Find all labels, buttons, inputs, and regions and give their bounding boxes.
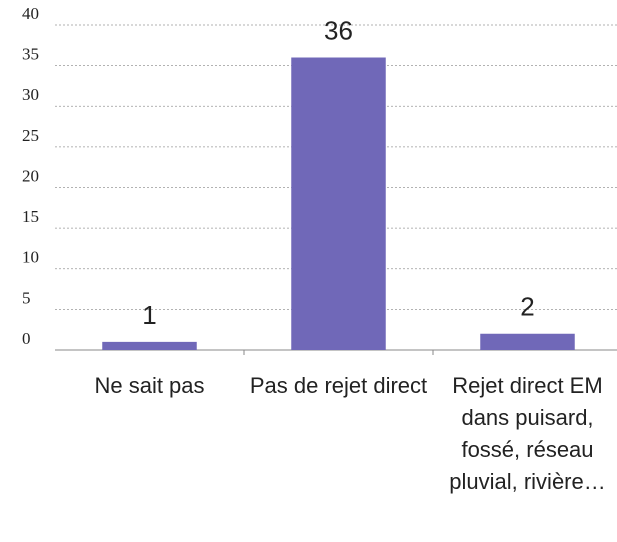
y-tick-label: 20: [22, 166, 39, 185]
bar: [291, 57, 386, 350]
y-tick-label: 15: [22, 207, 39, 226]
y-tick-label: 5: [22, 288, 31, 307]
y-tick-label: 25: [22, 126, 39, 145]
bar: [480, 333, 575, 350]
x-tick-label: Pas de rejet direct: [249, 373, 428, 398]
data-label: 36: [324, 15, 353, 45]
y-tick-label: 35: [22, 45, 39, 64]
y-tick-label: 0: [22, 329, 31, 348]
y-tick-label: 30: [22, 85, 39, 104]
bar: [102, 341, 197, 350]
data-label: 2: [520, 292, 534, 322]
y-tick-label: 40: [22, 4, 39, 23]
data-label: 1: [142, 300, 156, 330]
x-tick-label: Ne sait pas: [94, 373, 205, 398]
y-tick-label: 10: [22, 248, 39, 267]
x-tick-label: Rejet direct EM dans puisard, fossé, rés…: [449, 373, 606, 494]
